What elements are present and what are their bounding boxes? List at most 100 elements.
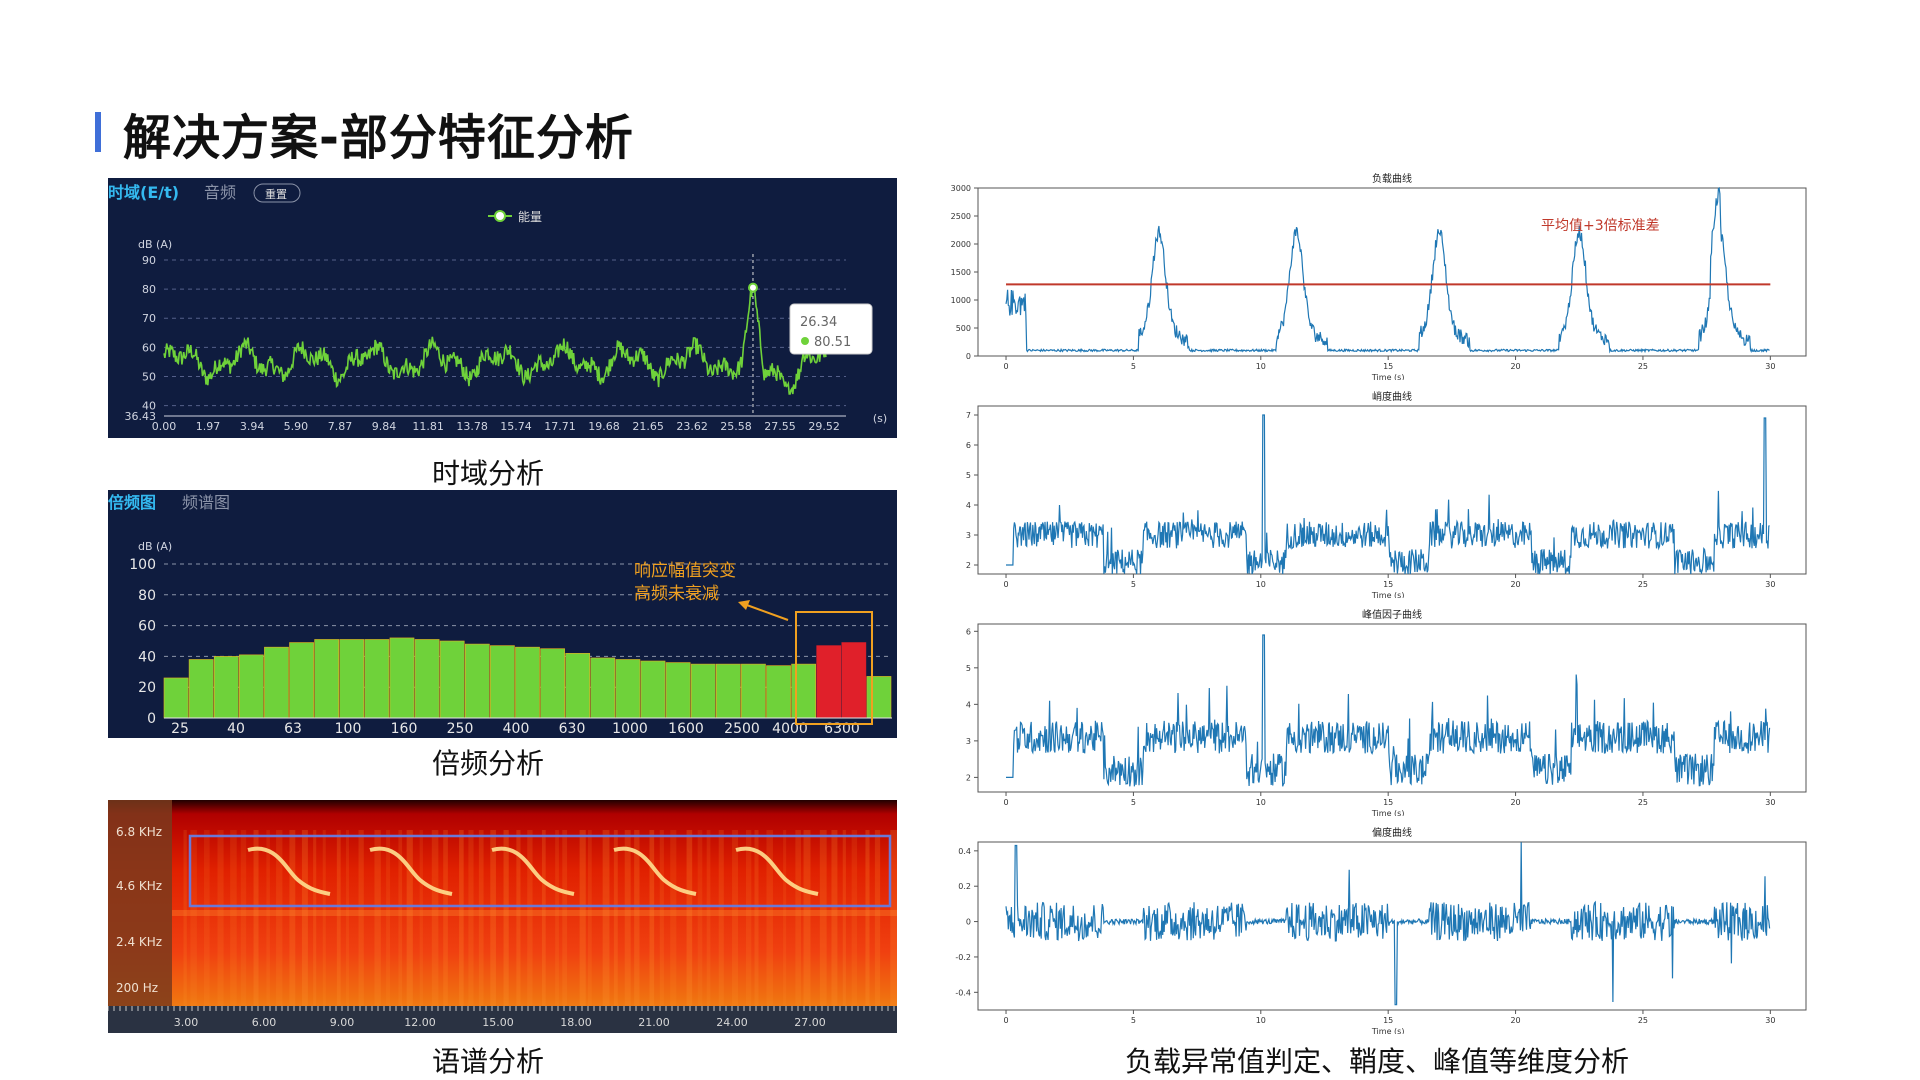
series-line: [1006, 414, 1770, 575]
spectrogram-streak: [503, 830, 509, 1006]
annotation-arrow-head: [738, 600, 750, 610]
spectrogram-streak: [190, 830, 197, 1006]
spectrogram-streak: [686, 830, 693, 1006]
y-tick-label: 2500: [951, 212, 971, 221]
x-tick-label: 10: [1256, 362, 1266, 371]
y-tick-label: 40: [142, 400, 156, 413]
spectrogram-streak: [516, 830, 521, 1006]
spectrogram-streak: [587, 830, 592, 1006]
x-tick-label: 25: [1638, 798, 1648, 807]
tab-spectrum: 频谱图: [182, 493, 230, 512]
y-tick-label: 60: [138, 619, 156, 635]
octave-bar: [690, 663, 716, 719]
x-axis-label: Time (s): [1371, 809, 1405, 816]
x-tick-label: 15: [1383, 798, 1393, 807]
x-tick-label: 20: [1510, 362, 1520, 371]
chirp-curve: [369, 846, 453, 896]
spectrogram-streak: [831, 830, 838, 1006]
x-tick-label: 400: [503, 721, 530, 737]
octave-bar: [264, 646, 289, 719]
octave-bar: [414, 639, 440, 719]
x-tick-label: 3.94: [240, 420, 265, 433]
x-tick-label: 250: [447, 721, 474, 737]
spectrogram-streak: [289, 830, 296, 1006]
spectrogram-streak: [766, 830, 773, 1006]
spectrogram-streak: [217, 830, 224, 1006]
plot-frame: [977, 187, 1807, 357]
octave-bar: [188, 659, 214, 719]
x-tick-label: 6.00: [252, 1016, 277, 1029]
octave-bar: [741, 663, 766, 719]
x-tick-label: 30: [1765, 798, 1775, 807]
spectrogram-streak: [230, 830, 237, 1006]
energy-series-line: [163, 283, 827, 395]
x-tick-label: 17.71: [544, 420, 576, 433]
spectrogram-streak: [706, 830, 711, 1006]
spectrogram-streak: [203, 830, 210, 1006]
y-axis-label: dB (A): [138, 238, 172, 251]
x-tick-label: 5: [1131, 580, 1136, 589]
legend-label: 能量: [518, 210, 542, 224]
x-tick-label: 9.00: [330, 1016, 355, 1029]
x-tick-label: 10: [1256, 580, 1266, 589]
x-tick-label: 15: [1383, 362, 1393, 371]
y-tick-label: 1000: [951, 296, 971, 305]
x-tick-label: 63: [284, 721, 302, 737]
octave-bar: [389, 637, 415, 719]
x-tick-label: 21.65: [632, 420, 664, 433]
spectrogram-streak: [253, 830, 259, 1006]
spectrogram-streak: [732, 830, 739, 1006]
page-title: 解决方案-部分特征分析: [123, 110, 634, 166]
x-tick-label: 5: [1131, 362, 1136, 371]
octave-bar: [515, 646, 540, 719]
x-tick-label: 15.00: [482, 1016, 514, 1029]
x-axis-label: Time (s): [1371, 1027, 1405, 1034]
spectrogram-streak: [541, 830, 546, 1006]
spectrogram-streak: [865, 830, 870, 1006]
x-tick-label: 160: [391, 721, 418, 737]
octave-chart: 倍频图 频谱图 dB (A) 0 20 40 60 80 100 25 40 63 100 160 250 4…: [108, 490, 897, 738]
y-tick-label: 2.4 KHz: [116, 935, 162, 949]
spectrogram-streak: [346, 830, 350, 1006]
spectrogram-streak: [336, 830, 341, 1006]
y-tick-label: 0: [147, 711, 156, 727]
x-tick-label: 100: [335, 721, 362, 737]
octave-bar: [364, 639, 390, 719]
chart-title: 峰值因子曲线: [1362, 608, 1422, 621]
spectrogram-streak: [240, 830, 247, 1006]
x-tick-label: 40: [227, 721, 245, 737]
spectrogram-streak: [406, 830, 413, 1006]
y-tick-label: 0: [966, 918, 971, 927]
x-tick-label: 10: [1256, 1016, 1266, 1025]
x-tick-label: 20: [1510, 1016, 1520, 1025]
y-tick-label: 5: [966, 471, 971, 480]
caption-right-analysis: 负载异常值判定、鞘度、峰值等维度分析: [1125, 1045, 1630, 1078]
spectrogram-streak: [266, 830, 270, 1006]
spectrogram-streak: [459, 830, 464, 1006]
octave-bar: [439, 640, 465, 719]
spectrogram-streak: [374, 830, 381, 1006]
y-tick-label: 80: [138, 588, 156, 604]
octave-bar: [339, 639, 365, 719]
x-tick-label: 2500: [724, 721, 760, 737]
spectrogram-streak: [649, 830, 655, 1006]
peak-marker: [747, 282, 758, 293]
spectrogram-streak: [890, 830, 897, 1006]
spectrogram-streak: [745, 830, 752, 1006]
tooltip-marker: [801, 337, 809, 345]
y-tick-label: -0.4: [955, 988, 971, 997]
y-tick-label: 100: [129, 557, 156, 573]
tooltip-y: 80.51: [814, 335, 851, 350]
y-tick-label: 0: [966, 352, 971, 361]
selection-box: [188, 834, 892, 908]
y-tick-label: 40: [138, 649, 156, 665]
spectrogram-streak: [478, 830, 484, 1006]
x-tick-label: 27.55: [764, 420, 796, 433]
chart-title: 峭度曲线: [1372, 390, 1412, 403]
y-axis-label: dB (A): [138, 540, 172, 553]
y-tick-label: 4.6 KHz: [116, 879, 162, 893]
chirp-curve: [735, 846, 819, 896]
legend-marker: [494, 210, 506, 222]
x-tick-label: 11.81: [412, 420, 444, 433]
x-tick-label: 5: [1131, 1016, 1136, 1025]
